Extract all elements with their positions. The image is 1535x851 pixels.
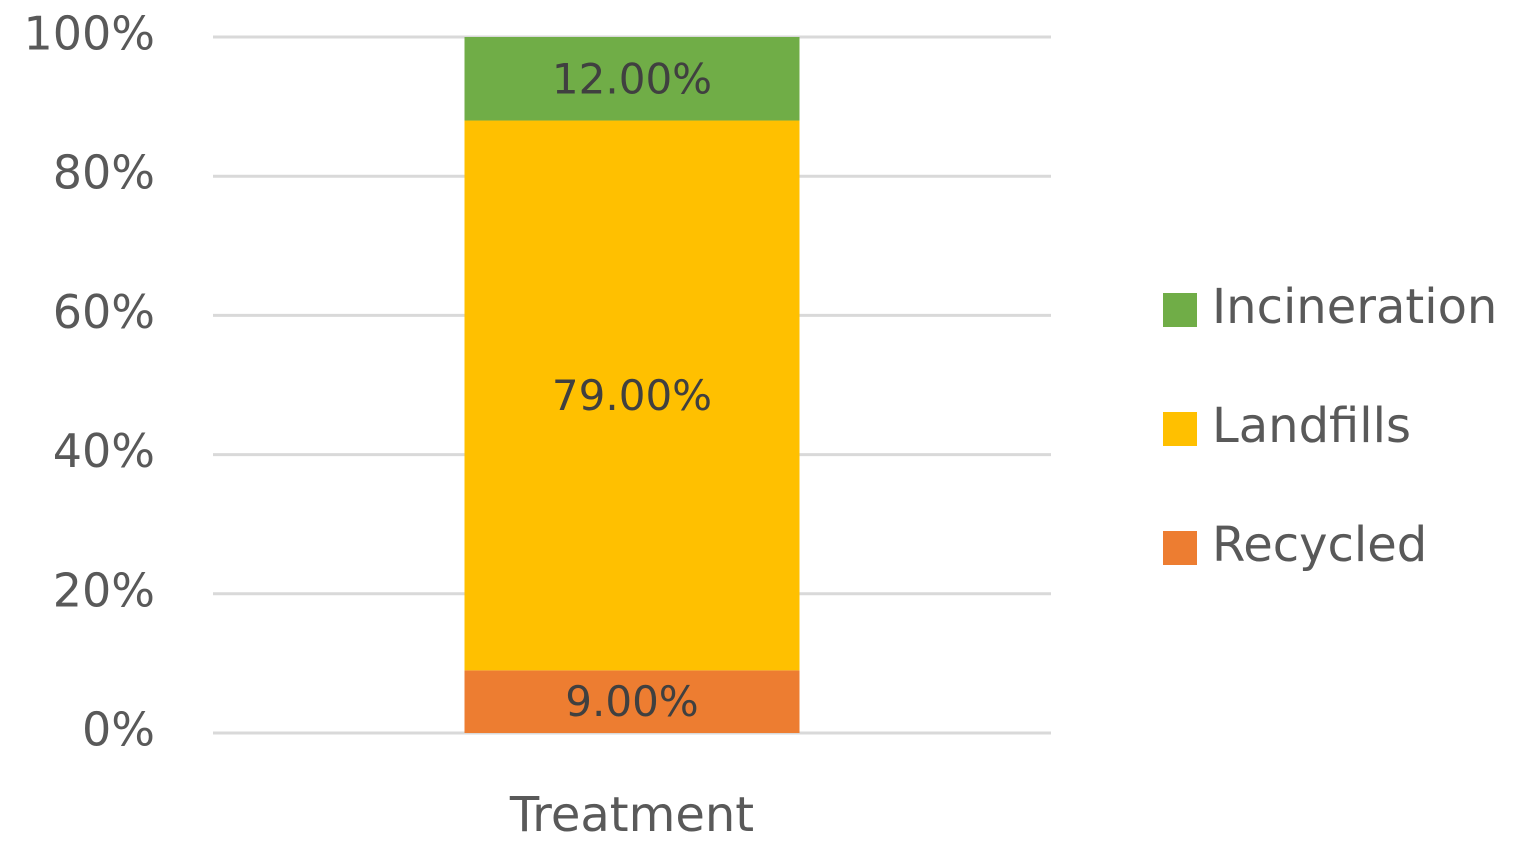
legend-label: Incineration [1212, 279, 1497, 335]
y-tick-label: 20% [53, 563, 155, 617]
legend-label: Recycled [1212, 517, 1427, 573]
y-tick-label: 100% [23, 7, 155, 61]
y-tick-label: 60% [53, 285, 155, 339]
legend-swatch [1163, 293, 1197, 327]
legend-swatch [1163, 531, 1197, 565]
x-tick-label: Treatment [509, 787, 754, 843]
data-label: 12.00% [552, 54, 712, 103]
y-tick-label: 80% [53, 146, 155, 200]
data-label: 79.00% [552, 371, 712, 420]
legend-label: Landfills [1212, 398, 1411, 454]
bar-segment [464, 37, 800, 121]
y-tick-label: 40% [53, 424, 155, 478]
y-tick-label: 0% [82, 703, 155, 757]
data-label: 9.00% [565, 677, 698, 726]
bar-segment [464, 120, 800, 671]
legend-swatch [1163, 412, 1197, 446]
bar-segment [464, 670, 800, 733]
